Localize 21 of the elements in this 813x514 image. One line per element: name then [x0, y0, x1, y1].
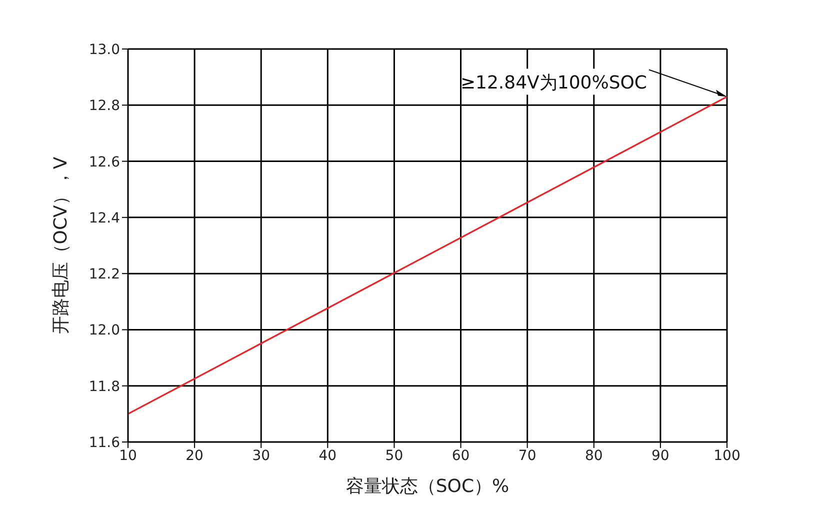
- x-tick-label: 90: [652, 448, 670, 464]
- annotation: ≥12.84V为100%SOC: [460, 72, 647, 94]
- y-tick-label: 11.6: [88, 434, 120, 451]
- x-tick-label: 30: [252, 448, 270, 464]
- y-tick-label: 12.8: [88, 98, 120, 114]
- y-tick-label: 13.0: [88, 42, 120, 58]
- y-tick-label: 12.2: [88, 266, 120, 283]
- x-tick-label: 60: [452, 448, 470, 464]
- x-tick-label: 40: [318, 448, 337, 464]
- y-tick-label: 12.6: [88, 154, 120, 170]
- x-tick-label: 70: [518, 448, 536, 464]
- x-tick-label: 100: [714, 448, 740, 464]
- x-tick-label: 10: [119, 448, 137, 464]
- y-tick-label: 12.0: [88, 322, 120, 339]
- x-tick-label: 20: [186, 448, 204, 464]
- x-tick-label: 50: [385, 448, 404, 464]
- y-tick-label: 12.4: [88, 210, 120, 226]
- y-tick-label: 11.8: [88, 378, 120, 395]
- x-axis-title: 容量状态（SOC）%: [346, 476, 510, 497]
- y-axis-title: 开路电压（OCV），V: [50, 156, 72, 334]
- x-tick-label: 80: [584, 448, 603, 464]
